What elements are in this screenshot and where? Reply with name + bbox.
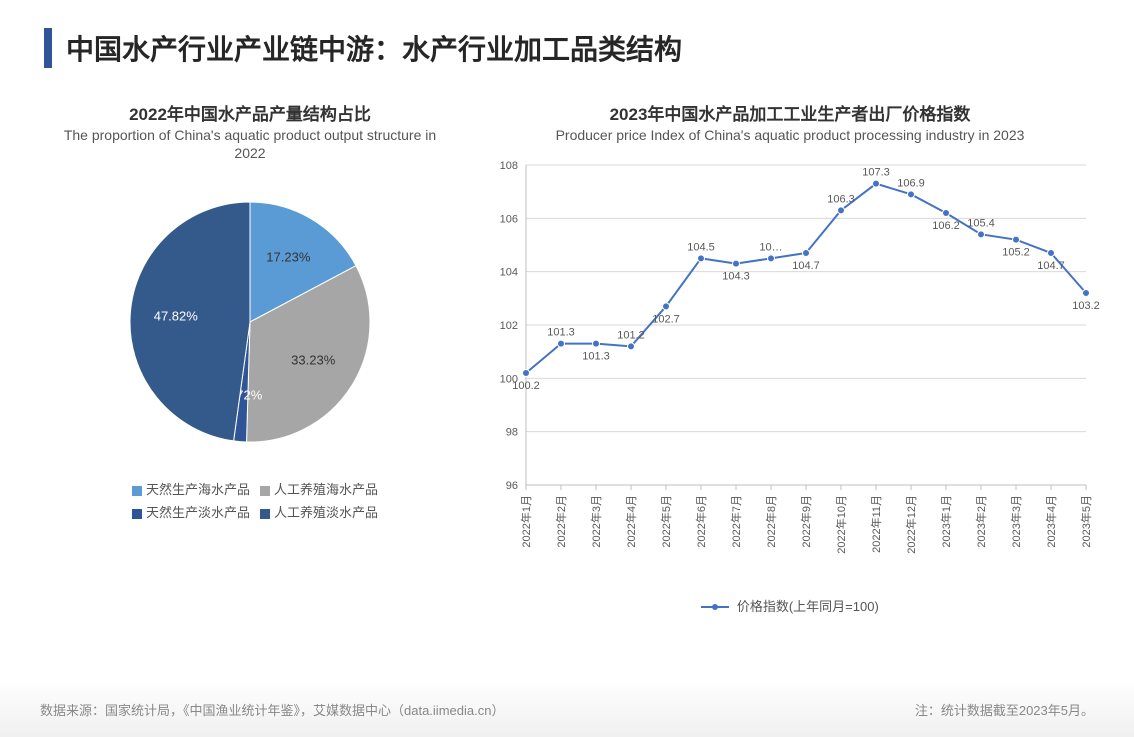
footer: 数据来源：国家统计局，《中国渔业统计年鉴》，艾媒数据中心（data.iimedi… (40, 700, 1094, 719)
line-chart: 96981001021041061082022年1月2022年2月2022年3月… (480, 155, 1100, 585)
footer-note: 注：统计数据截至2023年5月。 (915, 700, 1094, 719)
svg-text:104.3: 104.3 (722, 270, 750, 282)
svg-text:104.5: 104.5 (687, 241, 715, 253)
line-title-cn: 2023年中国水产品加工工业生产者出厂价格指数 (480, 100, 1100, 125)
svg-text:17.23%: 17.23% (266, 250, 311, 265)
svg-text:105.2: 105.2 (1002, 246, 1030, 258)
svg-text:47.82%: 47.82% (154, 308, 199, 323)
svg-text:106.2: 106.2 (932, 220, 960, 232)
svg-text:2022年7月: 2022年7月 (729, 495, 743, 548)
svg-text:2022年4月: 2022年4月 (624, 495, 638, 548)
svg-text:2022年2月: 2022年2月 (554, 495, 568, 548)
svg-text:103.2: 103.2 (1072, 300, 1100, 312)
svg-text:2022年6月: 2022年6月 (694, 495, 708, 548)
svg-text:10…: 10… (759, 241, 782, 253)
svg-text:102.7: 102.7 (652, 313, 680, 325)
svg-text:33.23%: 33.23% (291, 353, 336, 368)
svg-text:2023年3月: 2023年3月 (1009, 495, 1023, 548)
pie-chart-panel: 2022年中国水产品产量结构占比 The proportion of China… (50, 100, 450, 525)
svg-text:2022年12月: 2022年12月 (904, 495, 918, 554)
svg-text:104.7: 104.7 (792, 260, 820, 272)
svg-text:106.3: 106.3 (827, 193, 855, 205)
svg-text:107.3: 107.3 (862, 166, 890, 178)
title-accent (44, 28, 52, 68)
svg-text:2022年1月: 2022年1月 (519, 495, 533, 548)
svg-text:104: 104 (500, 266, 518, 278)
svg-text:104.7: 104.7 (1037, 260, 1065, 272)
svg-text:2022年3月: 2022年3月 (589, 495, 603, 548)
svg-text:101.3: 101.3 (582, 350, 610, 362)
svg-text:2022年10月: 2022年10月 (834, 495, 848, 554)
line-chart-panel: 2023年中国水产品加工工业生产者出厂价格指数 Producer price I… (480, 100, 1100, 615)
svg-text:108: 108 (500, 160, 518, 172)
line-legend-label: 价格指数(上年同月=100) (737, 599, 879, 614)
pie-title-cn: 2022年中国水产品产量结构占比 (50, 100, 450, 125)
pie-chart: 17.23%33.23%1.72%47.82% (70, 172, 430, 472)
svg-text:2022年9月: 2022年9月 (799, 495, 813, 548)
svg-text:98: 98 (506, 426, 518, 438)
svg-text:2022年11月: 2022年11月 (869, 495, 883, 553)
line-legend: 价格指数(上年同月=100) (480, 596, 1100, 615)
page-title: 中国水产行业产业链中游：水产行业加工品类结构 (66, 28, 682, 68)
svg-text:2023年4月: 2023年4月 (1044, 495, 1058, 548)
svg-text:2023年2月: 2023年2月 (974, 495, 988, 548)
svg-text:2022年8月: 2022年8月 (764, 495, 778, 548)
svg-text:106: 106 (500, 213, 518, 225)
svg-text:105.4: 105.4 (967, 217, 995, 229)
pie-title-en: The proportion of China's aquatic produc… (50, 127, 450, 162)
svg-text:2023年5月: 2023年5月 (1079, 495, 1093, 548)
svg-text:101.3: 101.3 (547, 326, 575, 338)
pie-legend: 天然生产海水产品人工养殖海水产品天然生产淡水产品人工养殖淡水产品 (50, 478, 450, 525)
svg-text:106.9: 106.9 (897, 177, 925, 189)
svg-text:101.2: 101.2 (617, 329, 645, 341)
line-legend-swatch (701, 606, 729, 608)
svg-text:100.2: 100.2 (512, 380, 540, 392)
line-title-en: Producer price Index of China's aquatic … (480, 127, 1100, 145)
svg-text:96: 96 (506, 480, 518, 492)
footer-source: 数据来源：国家统计局，《中国渔业统计年鉴》，艾媒数据中心（data.iimedi… (40, 700, 504, 719)
page-title-bar: 中国水产行业产业链中游：水产行业加工品类结构 (44, 28, 682, 68)
svg-text:2022年5月: 2022年5月 (659, 495, 673, 548)
svg-text:2023年1月: 2023年1月 (939, 495, 953, 548)
svg-text:102: 102 (500, 320, 518, 332)
